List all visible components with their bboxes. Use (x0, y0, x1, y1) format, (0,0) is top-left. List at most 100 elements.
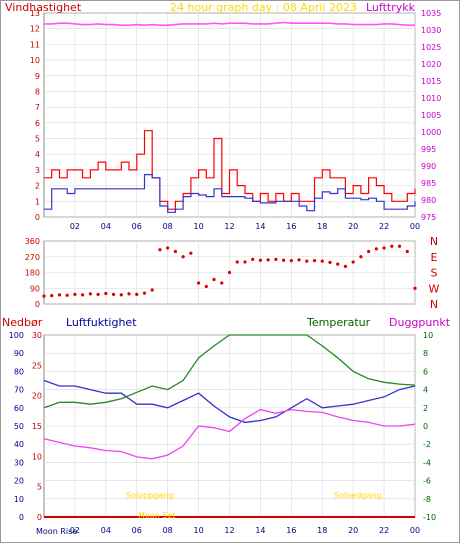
pressure-tick-label: 1000 (421, 128, 441, 137)
pressure-tick-label: 980 (421, 196, 436, 205)
direction-point (336, 262, 340, 266)
direction-point (320, 259, 324, 263)
direction-point (73, 292, 77, 296)
direction-point (212, 277, 216, 282)
direction-tick-label: 360 (25, 237, 40, 246)
sunrise-label: Soloppgang (126, 491, 173, 500)
direction-tick-label: 270 (25, 253, 40, 262)
climate-x-tick-label: 06 (132, 526, 142, 535)
direction-point (181, 255, 185, 259)
direction-point (88, 292, 92, 296)
rain-tick-label: 20 (32, 392, 42, 401)
direction-point (413, 286, 417, 290)
moon-rise-label: Moon Rise (36, 527, 77, 536)
climate-x-tick-label: 00 (410, 526, 420, 535)
direction-point (50, 294, 54, 298)
direction-tick-label: 0 (35, 300, 40, 309)
pressure-tick-label: 985 (421, 179, 436, 188)
wind-tick-label: 1 (35, 197, 40, 206)
wind-x-tick-label: 06 (132, 222, 142, 231)
wind-tick-label: 8 (35, 87, 40, 96)
pressure-tick-label: 995 (421, 145, 436, 154)
rain-tick-label: 15 (32, 422, 42, 431)
direction-point (235, 260, 239, 264)
wind-tick-label: 9 (35, 72, 40, 81)
direction-point (305, 259, 309, 263)
rain-tick-label: 10 (32, 452, 42, 461)
direction-point (158, 248, 162, 252)
temperature-tick-label: 0 (423, 422, 428, 431)
direction-point (343, 264, 348, 268)
pressure-tick-label: 975 (421, 213, 436, 222)
direction-point (367, 249, 371, 254)
direction-point (135, 292, 139, 296)
direction-point (282, 258, 286, 262)
moon-set-label: Moon Set (138, 511, 175, 520)
climate-x-tick-label: 10 (193, 526, 203, 535)
humidity-tick-label: 50 (14, 422, 24, 431)
series-gust (44, 130, 416, 210)
direction-point (251, 257, 255, 261)
direction-point (266, 258, 270, 262)
direction-point (328, 260, 332, 264)
temperature-tick-label: -4 (423, 458, 431, 467)
pressure-tick-label: 1035 (421, 9, 441, 18)
climate-x-tick-label: 16 (286, 526, 296, 535)
wind-x-tick-label: 18 (317, 222, 327, 231)
humidity-tick-label: 100 (9, 331, 24, 340)
humidity-tick-label: 20 (14, 477, 24, 486)
direction-point (297, 258, 301, 262)
pressure-tick-label: 1005 (421, 111, 441, 120)
direction-tick-label: 180 (25, 269, 40, 278)
direction-point (166, 246, 170, 250)
compass-label: E (431, 251, 438, 264)
temperature-tick-label: 2 (423, 404, 428, 413)
rain-tick-label: 5 (37, 483, 42, 492)
rain-label: Nedbør (2, 316, 43, 329)
sunset-label: Solnedgang (334, 491, 381, 500)
direction-point (258, 258, 263, 262)
pressure-tick-label: 990 (421, 162, 436, 171)
wind-x-tick-label: 04 (101, 222, 111, 231)
series-lines (42, 21, 417, 518)
direction-point (57, 293, 62, 297)
axis-labels: 0123456789101112139759809859909951000100… (9, 9, 442, 535)
direction-point (274, 257, 278, 261)
direction-point (312, 259, 317, 263)
compass-label: N (430, 298, 438, 311)
direction-point (42, 294, 46, 298)
direction-point (227, 270, 232, 275)
direction-point (359, 255, 363, 259)
wind-x-tick-label: 14 (255, 222, 265, 231)
pressure-tick-label: 1025 (421, 43, 441, 52)
wind-tick-label: 0 (35, 213, 40, 222)
humidity-tick-label: 10 (14, 495, 24, 504)
temperature-tick-label: -2 (423, 440, 431, 449)
humidity-tick-label: 0 (19, 513, 24, 522)
rain-tick-label: 30 (32, 331, 42, 340)
humidity-tick-label: 90 (14, 349, 24, 358)
wind-x-tick-label: 16 (286, 222, 296, 231)
climate-x-tick-label: 12 (224, 526, 234, 535)
climate-x-tick-label: 22 (379, 526, 389, 535)
series-average (44, 174, 416, 213)
wind-tick-label: 4 (35, 150, 40, 159)
direction-tick-label: 90 (30, 284, 40, 293)
direction-point (104, 291, 108, 296)
direction-point (189, 251, 193, 255)
chart-title: 24 hour graph day : 08 April 2023 (170, 1, 357, 14)
direction-point (390, 244, 394, 248)
humidity-tick-label: 80 (14, 367, 24, 376)
rain-tick-label: 25 (32, 361, 42, 370)
wind-tick-label: 11 (30, 40, 40, 49)
wind-x-tick-label: 12 (224, 222, 234, 231)
climate-x-tick-label: 02 (70, 526, 80, 535)
rain-tick-label: 0 (37, 513, 42, 522)
pressure-label: Lufttrykk (366, 1, 416, 14)
direction-point (96, 292, 100, 296)
direction-point (119, 293, 123, 297)
direction-point (204, 284, 208, 289)
dewpoint-label: Duggpunkt (389, 316, 451, 329)
direction-point (289, 259, 293, 263)
